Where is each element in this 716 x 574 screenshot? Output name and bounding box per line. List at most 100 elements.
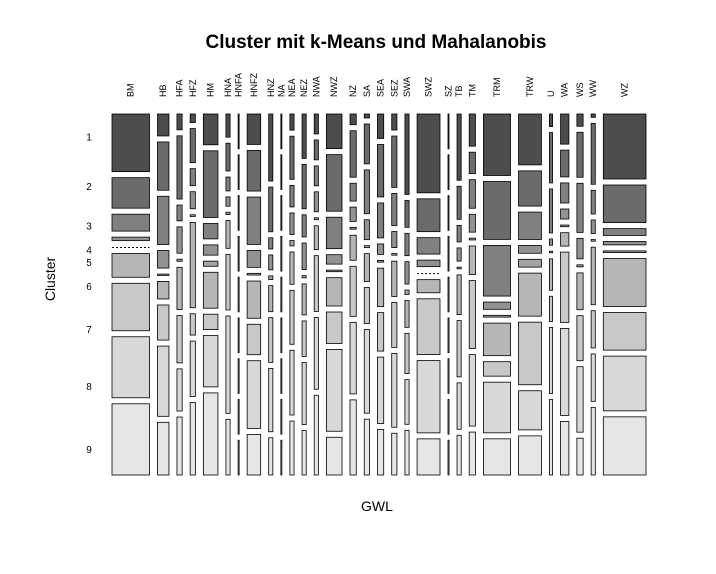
mosaic-tile xyxy=(280,439,283,476)
mosaic-tile xyxy=(202,113,219,146)
mosaic-tile xyxy=(518,245,542,254)
mosaic-tile xyxy=(202,260,219,267)
mosaic-tile xyxy=(313,113,319,135)
mosaic-tile xyxy=(289,240,295,247)
mosaic-tile xyxy=(518,321,542,386)
mosaic-tile xyxy=(483,322,511,357)
mosaic-tile xyxy=(237,276,240,313)
row-label: 7 xyxy=(86,325,92,336)
column-label: HB xyxy=(158,84,168,97)
mosaic-tile xyxy=(518,170,542,207)
mosaic-tile xyxy=(483,361,511,377)
mosaic-tile xyxy=(237,358,240,394)
row-label: 4 xyxy=(86,246,92,257)
mosaic-tile xyxy=(176,258,183,262)
column-label: NWA xyxy=(311,76,321,97)
row-label: 6 xyxy=(86,282,92,293)
mosaic-tile xyxy=(404,200,410,228)
mosaic-tile xyxy=(225,418,231,476)
mosaic-tile xyxy=(590,239,596,242)
mosaic-tile xyxy=(301,283,307,316)
mosaic-tile xyxy=(202,150,219,218)
mosaic-tile xyxy=(456,224,462,243)
mosaic-tile xyxy=(391,193,398,226)
mosaic-tile xyxy=(456,113,462,181)
mosaic-tile xyxy=(416,198,441,233)
mosaic-tile xyxy=(268,367,274,433)
mosaic-tile xyxy=(157,273,170,276)
mosaic-tile xyxy=(325,269,343,273)
mosaic-tile xyxy=(404,332,410,374)
mosaic-tile xyxy=(202,313,219,330)
mosaic-tile xyxy=(189,191,196,210)
mosaic-tile xyxy=(349,182,357,202)
mosaic-tile xyxy=(468,151,476,175)
mosaic-tile xyxy=(483,314,511,318)
mosaic-tile xyxy=(456,382,462,430)
row-labels: 1 2 3 45 6 7 8 9 xyxy=(86,133,92,456)
mosaic-tile xyxy=(518,435,542,476)
mosaic-tile xyxy=(301,242,307,271)
mosaic-tile xyxy=(111,282,150,332)
mosaic-tile xyxy=(602,355,647,412)
mosaic-tile xyxy=(590,122,596,185)
mosaic-tile xyxy=(456,247,462,262)
mosaic-tile xyxy=(289,135,295,180)
mosaic-tile xyxy=(468,113,476,147)
mosaic-tile xyxy=(202,271,219,309)
mosaic-tile xyxy=(518,211,542,240)
column-label: NWZ xyxy=(329,76,339,97)
mosaic-tile xyxy=(313,255,319,312)
mosaic-tile xyxy=(518,390,542,431)
mosaic-tile xyxy=(363,418,370,476)
mosaic-tile xyxy=(391,353,398,428)
mosaic-tile xyxy=(176,416,183,476)
mosaic-tile xyxy=(590,113,596,118)
column-label: SA xyxy=(362,85,372,97)
mosaic-tile xyxy=(313,139,319,161)
mosaic-tile xyxy=(246,196,262,245)
mosaic-tile xyxy=(468,245,476,275)
mosaic-tile xyxy=(289,184,295,208)
mosaic-tile xyxy=(246,323,262,356)
column-label: NEA xyxy=(287,78,297,97)
mosaic-tile xyxy=(456,274,462,315)
mosaic-tile xyxy=(416,237,441,255)
mosaic-tile xyxy=(202,223,219,240)
mosaic-tile xyxy=(549,399,553,476)
row-label: 2 xyxy=(86,182,92,193)
mosaic-tile xyxy=(483,438,511,476)
mosaic-tile xyxy=(189,222,196,309)
mosaic-tile xyxy=(447,154,450,190)
mosaic-tile xyxy=(280,113,283,150)
column-label: HNA xyxy=(223,78,233,97)
mosaic-tile xyxy=(280,195,283,231)
mosaic-tile xyxy=(349,206,357,222)
mosaic-tile xyxy=(237,195,240,231)
mosaic-tile xyxy=(157,421,170,476)
mosaic-tile xyxy=(549,113,553,127)
column-label: TRW xyxy=(525,76,535,97)
mosaic-tile xyxy=(560,328,570,416)
mosaic-tile xyxy=(202,392,219,476)
mosaic-tile xyxy=(416,113,441,194)
column-label: HNFZ xyxy=(249,73,259,97)
mosaic-tile xyxy=(111,113,150,173)
mosaic-tile xyxy=(246,360,262,429)
mosaic-tile xyxy=(391,231,398,248)
mosaic-tile xyxy=(391,302,398,348)
mosaic-tile xyxy=(518,272,542,317)
mosaic-tile xyxy=(483,113,511,176)
mosaic-tile xyxy=(189,168,196,187)
mosaic-tile xyxy=(549,188,553,234)
mosaic-tile xyxy=(447,113,450,150)
mosaic-tile xyxy=(447,276,450,313)
mosaic-tile xyxy=(483,381,511,434)
mosaic-tile xyxy=(111,253,150,278)
mosaic-tile xyxy=(313,317,319,390)
mosaic-tile xyxy=(602,416,647,476)
mosaic-tile xyxy=(468,280,476,349)
mosaic-tile xyxy=(313,225,319,251)
mosaic-tile xyxy=(157,281,170,300)
